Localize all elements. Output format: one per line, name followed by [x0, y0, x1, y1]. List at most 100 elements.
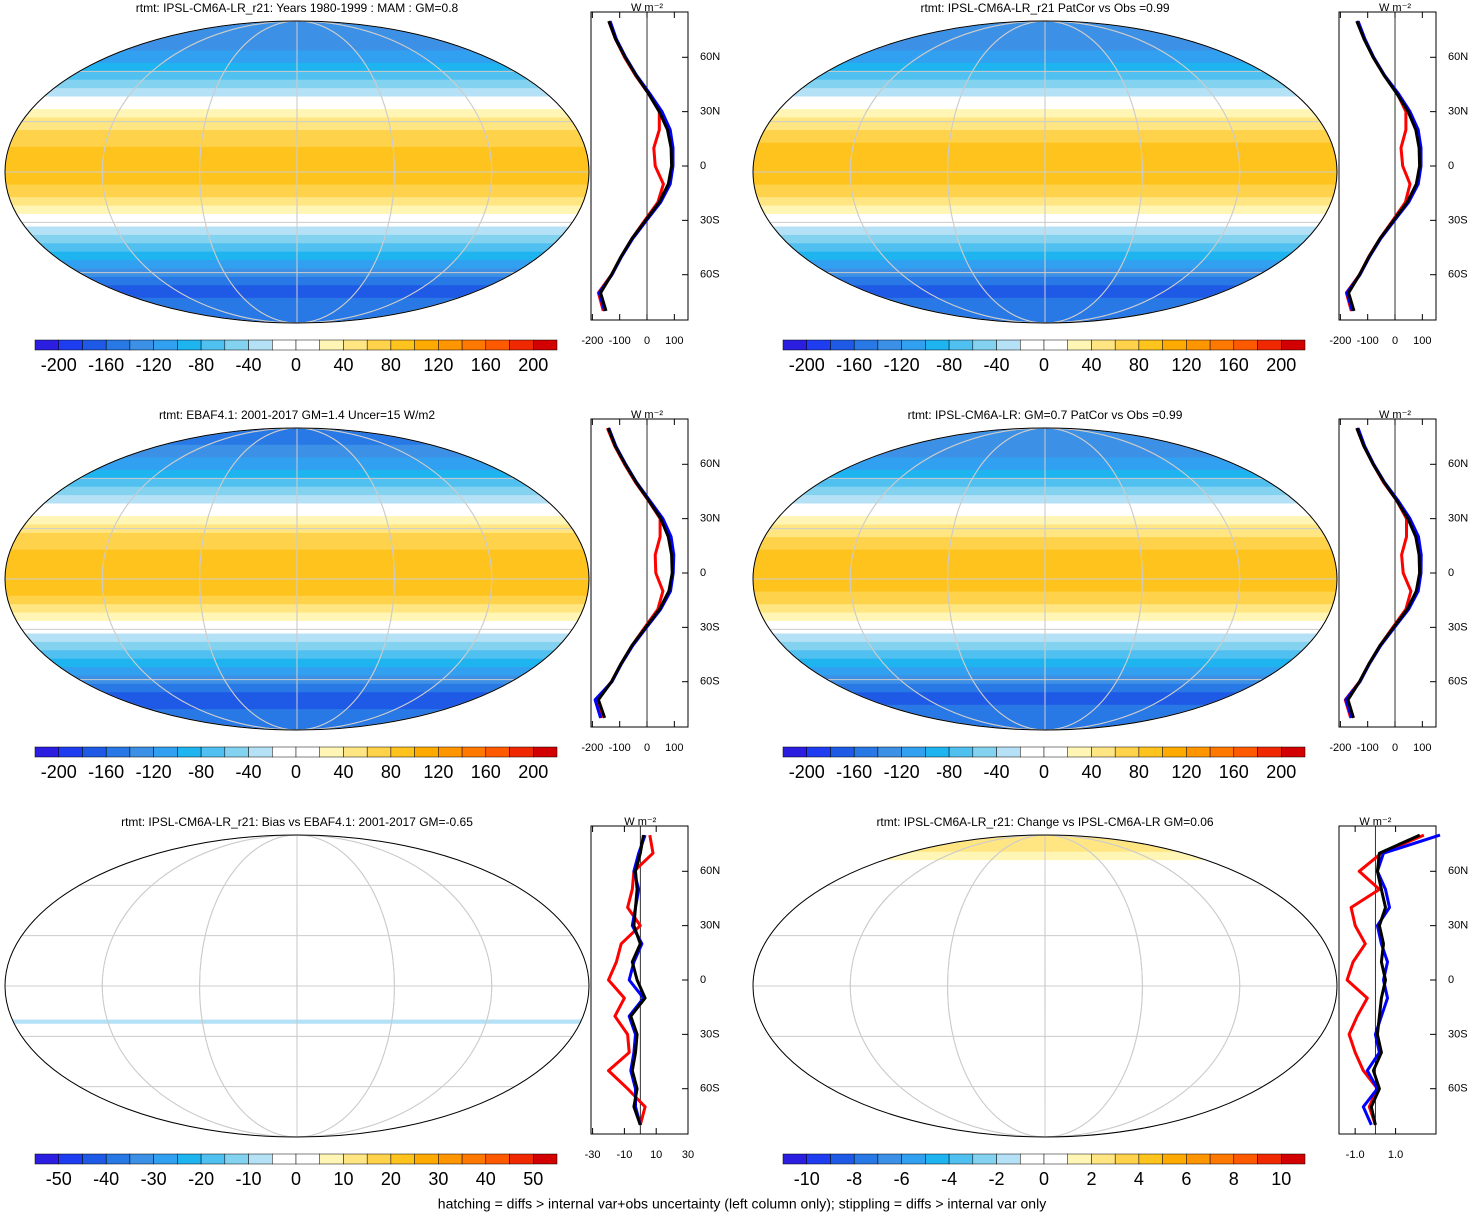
graticule	[947, 428, 1143, 730]
colorbar-box	[58, 746, 83, 758]
x-tick-label: 100	[1413, 335, 1431, 347]
y-tick-label: 60S	[1448, 676, 1468, 688]
y-tick-label: 60N	[700, 51, 720, 63]
colorbar-label: 0	[1039, 762, 1049, 782]
x-tick-label: -100	[1357, 335, 1379, 347]
colorbar-box	[853, 746, 879, 758]
graticule	[101, 21, 493, 323]
colorbar-box	[438, 746, 463, 758]
colorbar-box	[485, 339, 510, 351]
panel-title: rtmt: IPSL-CM6A-LR_r21 PatCor vs Obs =0.…	[920, 1, 1169, 15]
colorbar-box	[1020, 1153, 1045, 1165]
colorbar-box	[224, 1153, 249, 1165]
colorbar-label: 40	[476, 1169, 496, 1189]
y-tick-label: 30N	[1448, 106, 1468, 118]
colorbar-box	[129, 746, 154, 758]
colorbar-box	[414, 339, 439, 351]
y-tick-label: 30N	[1448, 920, 1468, 932]
panel-title: rtmt: IPSL-CM6A-LR_r21: Years 1980-1999 …	[136, 1, 459, 15]
colorbar-label: 30	[428, 1169, 448, 1189]
colorbar-box	[200, 339, 226, 351]
x-tick-label: 0	[644, 742, 650, 754]
zonal-line	[1346, 427, 1422, 719]
colorbar-label: 20	[381, 1169, 401, 1189]
colorbar-box	[248, 1153, 273, 1165]
colorbar-box	[177, 746, 202, 758]
colorbar-label: 40	[333, 762, 353, 782]
colorbar-box	[248, 339, 273, 351]
y-tick-label: 60N	[700, 458, 720, 470]
colorbar-box	[343, 746, 368, 758]
colorbar-box	[925, 1153, 950, 1165]
colorbar-box	[1043, 339, 1068, 351]
colorbar-label: -40	[236, 355, 262, 375]
colorbar-box	[1162, 746, 1187, 758]
colorbar-box	[901, 746, 926, 758]
y-tick-label: 30S	[700, 1028, 720, 1040]
colorbar-box	[782, 1153, 807, 1165]
colorbar-label: -6	[894, 1169, 910, 1189]
x-tick-label: 0	[1392, 335, 1398, 347]
colorbar-label: -200	[789, 762, 825, 782]
map	[5, 835, 589, 1137]
colorbar-box	[1043, 1153, 1068, 1165]
y-tick-label: 60S	[1448, 1083, 1468, 1095]
colorbar-box	[1257, 339, 1282, 351]
colorbar-box	[1257, 1153, 1282, 1165]
colorbar-box	[272, 1153, 297, 1165]
colorbar-box	[1281, 1153, 1306, 1165]
colorbar-box	[853, 339, 879, 351]
zonal-line	[597, 20, 675, 312]
graticule	[849, 428, 1241, 730]
colorbar-box	[153, 339, 178, 351]
zonal-line	[593, 427, 676, 719]
colorbar-box	[1138, 746, 1163, 758]
colorbar-box	[200, 746, 226, 758]
y-tick-label: 0	[1448, 160, 1454, 172]
zonal-line	[599, 20, 674, 312]
colorbar-box	[533, 746, 558, 758]
x-tick-label: 1.0	[1388, 1149, 1403, 1161]
colorbar-box	[1138, 339, 1163, 351]
map-outline	[752, 20, 1338, 324]
colorbar-box	[1091, 1153, 1116, 1165]
zonal-frame	[1338, 825, 1437, 1135]
colorbar-label: 80	[1129, 762, 1149, 782]
colorbar-box	[224, 339, 249, 351]
x-tick-label: -100	[609, 335, 631, 347]
map	[5, 428, 589, 730]
colorbar-box	[485, 746, 510, 758]
y-tick-label: 0	[700, 974, 706, 986]
colorbar-box	[272, 339, 297, 351]
colorbar-box	[830, 1153, 855, 1165]
colorbar-box	[461, 746, 487, 758]
x-tick-label: -30	[585, 1149, 601, 1161]
colorbar-label: -200	[789, 355, 825, 375]
y-tick-label: 60N	[1448, 51, 1468, 63]
colorbar-label: 40	[1081, 355, 1101, 375]
panel-title: rtmt: IPSL-CM6A-LR_r21: Change vs IPSL-C…	[876, 815, 1213, 829]
y-tick-label: 30S	[1448, 214, 1468, 226]
colorbar-box	[438, 1153, 463, 1165]
colorbar-box	[34, 1153, 59, 1165]
colorbar-box	[343, 339, 368, 351]
colorbar-label: 0	[291, 355, 301, 375]
y-tick-label: 30N	[700, 106, 720, 118]
colorbar-box	[806, 339, 831, 351]
zonal-line	[1345, 833, 1425, 1126]
colorbar-box	[1162, 339, 1187, 351]
colorbar-box	[82, 746, 107, 758]
colorbar-box	[82, 1153, 107, 1165]
colorbar-box	[366, 339, 392, 351]
zonal-line	[1361, 833, 1441, 1126]
x-tick-label: 100	[1413, 742, 1431, 754]
colorbar-box	[1233, 1153, 1258, 1165]
colorbar-label: -20	[188, 1169, 214, 1189]
unit-label: W m⁻²	[631, 409, 663, 421]
colorbar-box	[877, 746, 902, 758]
colorbar-label: 200	[518, 762, 548, 782]
colorbar-box	[972, 339, 997, 351]
colorbar-box	[224, 746, 249, 758]
unit-label: W m⁻²	[631, 2, 663, 14]
colorbar-label: -40	[236, 762, 262, 782]
